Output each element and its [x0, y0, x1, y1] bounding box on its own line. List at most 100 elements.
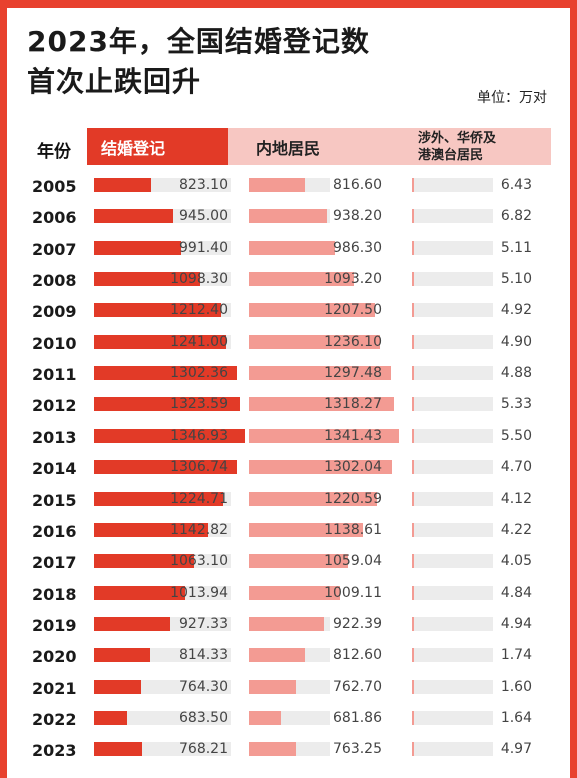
mainland-bar-track	[249, 679, 330, 694]
mainland-bar	[249, 366, 391, 381]
title-line-1: 2023年，全国结婚登记数	[27, 25, 370, 58]
foreign-bar	[412, 209, 414, 224]
year-label: 2013	[32, 427, 77, 447]
foreign-value: 4.05	[500, 553, 532, 570]
total-bar-track	[94, 585, 231, 600]
foreign-value: 4.84	[500, 584, 532, 601]
mainland-bar-track	[249, 585, 340, 600]
total-bar-track	[94, 272, 231, 287]
total-bar	[94, 648, 150, 663]
total-bar-track	[94, 366, 237, 381]
year-label: 2015	[32, 490, 77, 510]
year-label: 2019	[32, 615, 77, 635]
foreign-bar	[412, 648, 414, 663]
foreign-bar	[412, 303, 414, 318]
year-label: 2010	[32, 333, 77, 353]
mainland-value: 812.60	[333, 647, 382, 664]
total-bar-track	[94, 209, 231, 224]
foreign-bar	[412, 585, 414, 600]
foreign-value: 1.60	[500, 678, 532, 695]
foreign-value: 1.74	[500, 647, 532, 664]
mainland-value: 1207.50	[324, 302, 382, 319]
year-label: 2016	[32, 521, 77, 541]
mainland-bar	[249, 240, 336, 255]
total-bar	[94, 460, 238, 475]
total-bar	[94, 742, 142, 757]
mainland-bar-track	[249, 303, 375, 318]
total-bar-track	[94, 397, 241, 412]
mainland-bar	[249, 334, 380, 349]
mainland-bar-track	[249, 742, 330, 757]
foreign-bar	[412, 272, 414, 287]
mainland-bar	[249, 303, 375, 318]
total-bar-track	[94, 554, 231, 569]
header-total: 结婚登记	[87, 128, 228, 165]
mainland-value: 1341.43	[324, 427, 382, 444]
year-label: 2021	[32, 678, 77, 698]
total-bar	[94, 240, 182, 255]
foreign-bar	[412, 428, 414, 443]
total-value: 1224.71	[170, 490, 228, 507]
year-label: 2022	[32, 709, 77, 729]
total-bar	[94, 303, 221, 318]
foreign-value: 4.22	[500, 521, 532, 538]
total-value: 1142.82	[170, 521, 228, 538]
total-bar	[94, 366, 237, 381]
year-label: 2011	[32, 365, 77, 385]
foreign-bar-track	[412, 272, 493, 287]
foreign-bar	[412, 710, 414, 725]
year-label: 2007	[32, 239, 77, 259]
mainland-value: 1059.04	[324, 553, 382, 570]
foreign-bar-track	[412, 240, 493, 255]
mainland-bar	[249, 616, 325, 631]
total-bar	[94, 679, 141, 694]
table-row: 2013 1346.93 1341.43 5.50	[0, 422, 577, 453]
mainland-value: 1093.20	[324, 271, 382, 288]
mainland-value: 762.70	[333, 678, 382, 695]
mainland-value: 1236.10	[324, 333, 382, 350]
table-row: 2018 1013.94 1009.11 4.84	[0, 579, 577, 610]
mainland-bar-track	[249, 491, 378, 506]
year-label: 2012	[32, 396, 77, 416]
total-bar	[94, 491, 223, 506]
unit-label: 单位：万对	[477, 90, 547, 106]
foreign-bar	[412, 178, 414, 192]
total-value: 945.00	[179, 208, 228, 225]
total-bar	[94, 178, 152, 192]
foreign-value: 6.43	[500, 177, 532, 193]
mainland-value: 1138.61	[324, 521, 382, 538]
foreign-bar-track	[412, 522, 493, 537]
total-bar	[94, 428, 245, 443]
year-label: 2005	[32, 177, 77, 196]
year-label: 2023	[32, 741, 77, 761]
foreign-bar-track	[412, 616, 493, 631]
total-bar	[94, 710, 127, 725]
total-value: 1098.30	[170, 271, 228, 288]
foreign-value: 4.12	[500, 490, 532, 507]
table-row: 2023 768.21 763.25 4.97	[0, 735, 577, 766]
table-row: 2011 1302.36 1297.48 4.88	[0, 359, 577, 390]
foreign-bar-track	[412, 710, 493, 725]
mainland-value: 986.30	[333, 239, 382, 256]
mainland-bar	[249, 522, 363, 537]
header-foreign-line-1: 涉外、华侨及	[418, 130, 497, 146]
total-bar-track	[94, 334, 231, 349]
foreign-bar-track	[412, 366, 493, 381]
table-row: 2016 1142.82 1138.61 4.22	[0, 516, 577, 547]
total-value: 991.40	[179, 239, 228, 256]
mainland-bar-track	[249, 648, 330, 663]
mainland-value: 1297.48	[324, 365, 382, 382]
total-value: 1302.36	[170, 365, 228, 382]
mainland-value: 938.20	[333, 208, 382, 225]
total-bar-track	[94, 742, 231, 757]
total-value: 1063.10	[170, 553, 228, 570]
mainland-bar	[249, 428, 399, 443]
mainland-bar	[249, 460, 392, 475]
header-foreign-line-2: 港澳台居民	[418, 147, 484, 163]
mainland-bar-track	[249, 554, 349, 569]
foreign-bar	[412, 616, 414, 631]
foreign-bar	[412, 679, 414, 694]
mainland-bar-track	[249, 334, 380, 349]
foreign-value: 6.82	[500, 208, 532, 225]
foreign-value: 4.97	[500, 741, 532, 758]
